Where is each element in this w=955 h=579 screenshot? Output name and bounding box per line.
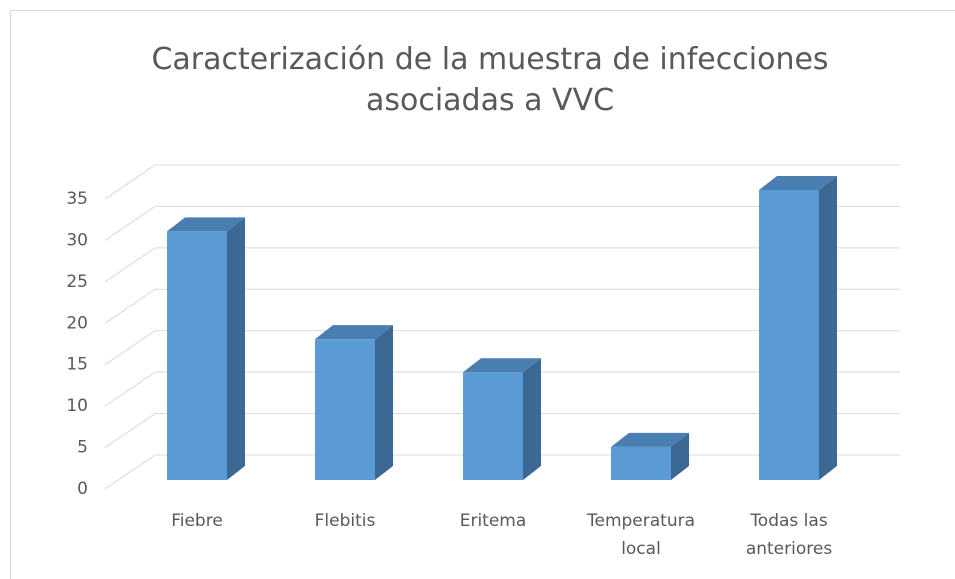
grid-line — [104, 330, 156, 366]
grid-line — [104, 288, 156, 324]
grid-line — [104, 247, 156, 283]
bar — [463, 372, 523, 480]
y-tick-label: 0 — [77, 479, 88, 499]
chart-title: Caracterización de la muestra de infecci… — [151, 42, 828, 118]
x-tick-label: Todas las anteriores — [746, 511, 833, 559]
x-tick-label: Flebitis — [315, 511, 376, 531]
bar — [611, 446, 671, 480]
x-tick-label: Temperatura local — [586, 511, 695, 559]
bar-side — [819, 176, 837, 480]
bar-side — [671, 432, 689, 480]
x-tick-label: Eritema — [460, 511, 527, 531]
bar — [315, 339, 375, 480]
bar-top — [463, 358, 541, 373]
bar-top — [315, 325, 393, 340]
y-tick-label: 25 — [66, 272, 88, 292]
y-tick-label: 5 — [77, 438, 88, 458]
y-tick-label: 30 — [66, 230, 88, 250]
y-tick-label: 35 — [66, 189, 88, 209]
bar-side — [375, 325, 393, 480]
bar-side — [523, 358, 541, 480]
bar — [759, 190, 819, 480]
bar-top — [167, 217, 245, 232]
grid-line — [104, 164, 156, 200]
y-tick-label: 20 — [66, 313, 88, 333]
grid-line — [104, 371, 156, 407]
bar — [167, 231, 227, 480]
y-tick-label: 10 — [66, 396, 88, 416]
y-tick-label: 15 — [66, 355, 88, 375]
bar-side — [227, 217, 245, 480]
x-tick-label: Fiebre — [171, 511, 223, 531]
chart-frame — [10, 10, 955, 579]
bar-top — [759, 176, 837, 190]
bar-top — [611, 432, 689, 447]
grid-line — [104, 413, 156, 448]
grid-line — [104, 454, 156, 490]
grid-line — [104, 206, 156, 241]
